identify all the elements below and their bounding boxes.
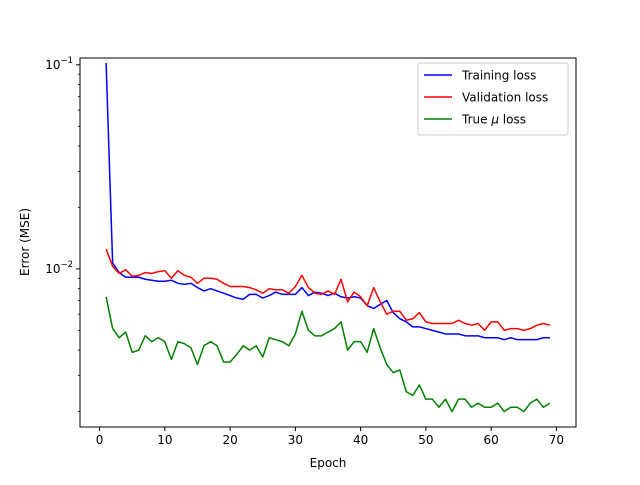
- series-line-training-loss: [105, 63, 550, 341]
- mu-symbol: μ: [490, 113, 499, 127]
- legend-label-validation: Validation loss: [462, 91, 548, 105]
- x-tick-label: 10: [157, 433, 172, 447]
- y-axis-label: Error (MSE): [18, 208, 32, 276]
- legend-label-training: Training loss: [461, 69, 536, 83]
- x-tick-label: 70: [549, 433, 564, 447]
- series-layer: [105, 63, 551, 413]
- x-tick-label: 60: [484, 433, 499, 447]
- series-line-true-loss: [105, 296, 551, 413]
- x-tick-label: 40: [353, 433, 368, 447]
- x-axis-label: Epoch: [310, 456, 347, 470]
- legend-box: [417, 62, 569, 136]
- x-tick-label: 50: [418, 433, 433, 447]
- plot-frame: [79, 57, 577, 428]
- y-tick-label: 10−1: [45, 56, 73, 72]
- y-tick-label: 10−2: [45, 260, 73, 276]
- x-tick-label: 20: [222, 433, 237, 447]
- legend: Training loss Validation loss True μ los…: [417, 62, 569, 136]
- series-line-validation-loss: [105, 248, 551, 332]
- x-tick-label: 30: [288, 433, 303, 447]
- x-axis: 0 10 20 30 40 50 60 70: [96, 427, 564, 447]
- x-tick-label: 0: [96, 433, 104, 447]
- y-axis: 10−1 10−2: [45, 56, 80, 412]
- legend-label-true-mu: True μ loss: [461, 113, 526, 127]
